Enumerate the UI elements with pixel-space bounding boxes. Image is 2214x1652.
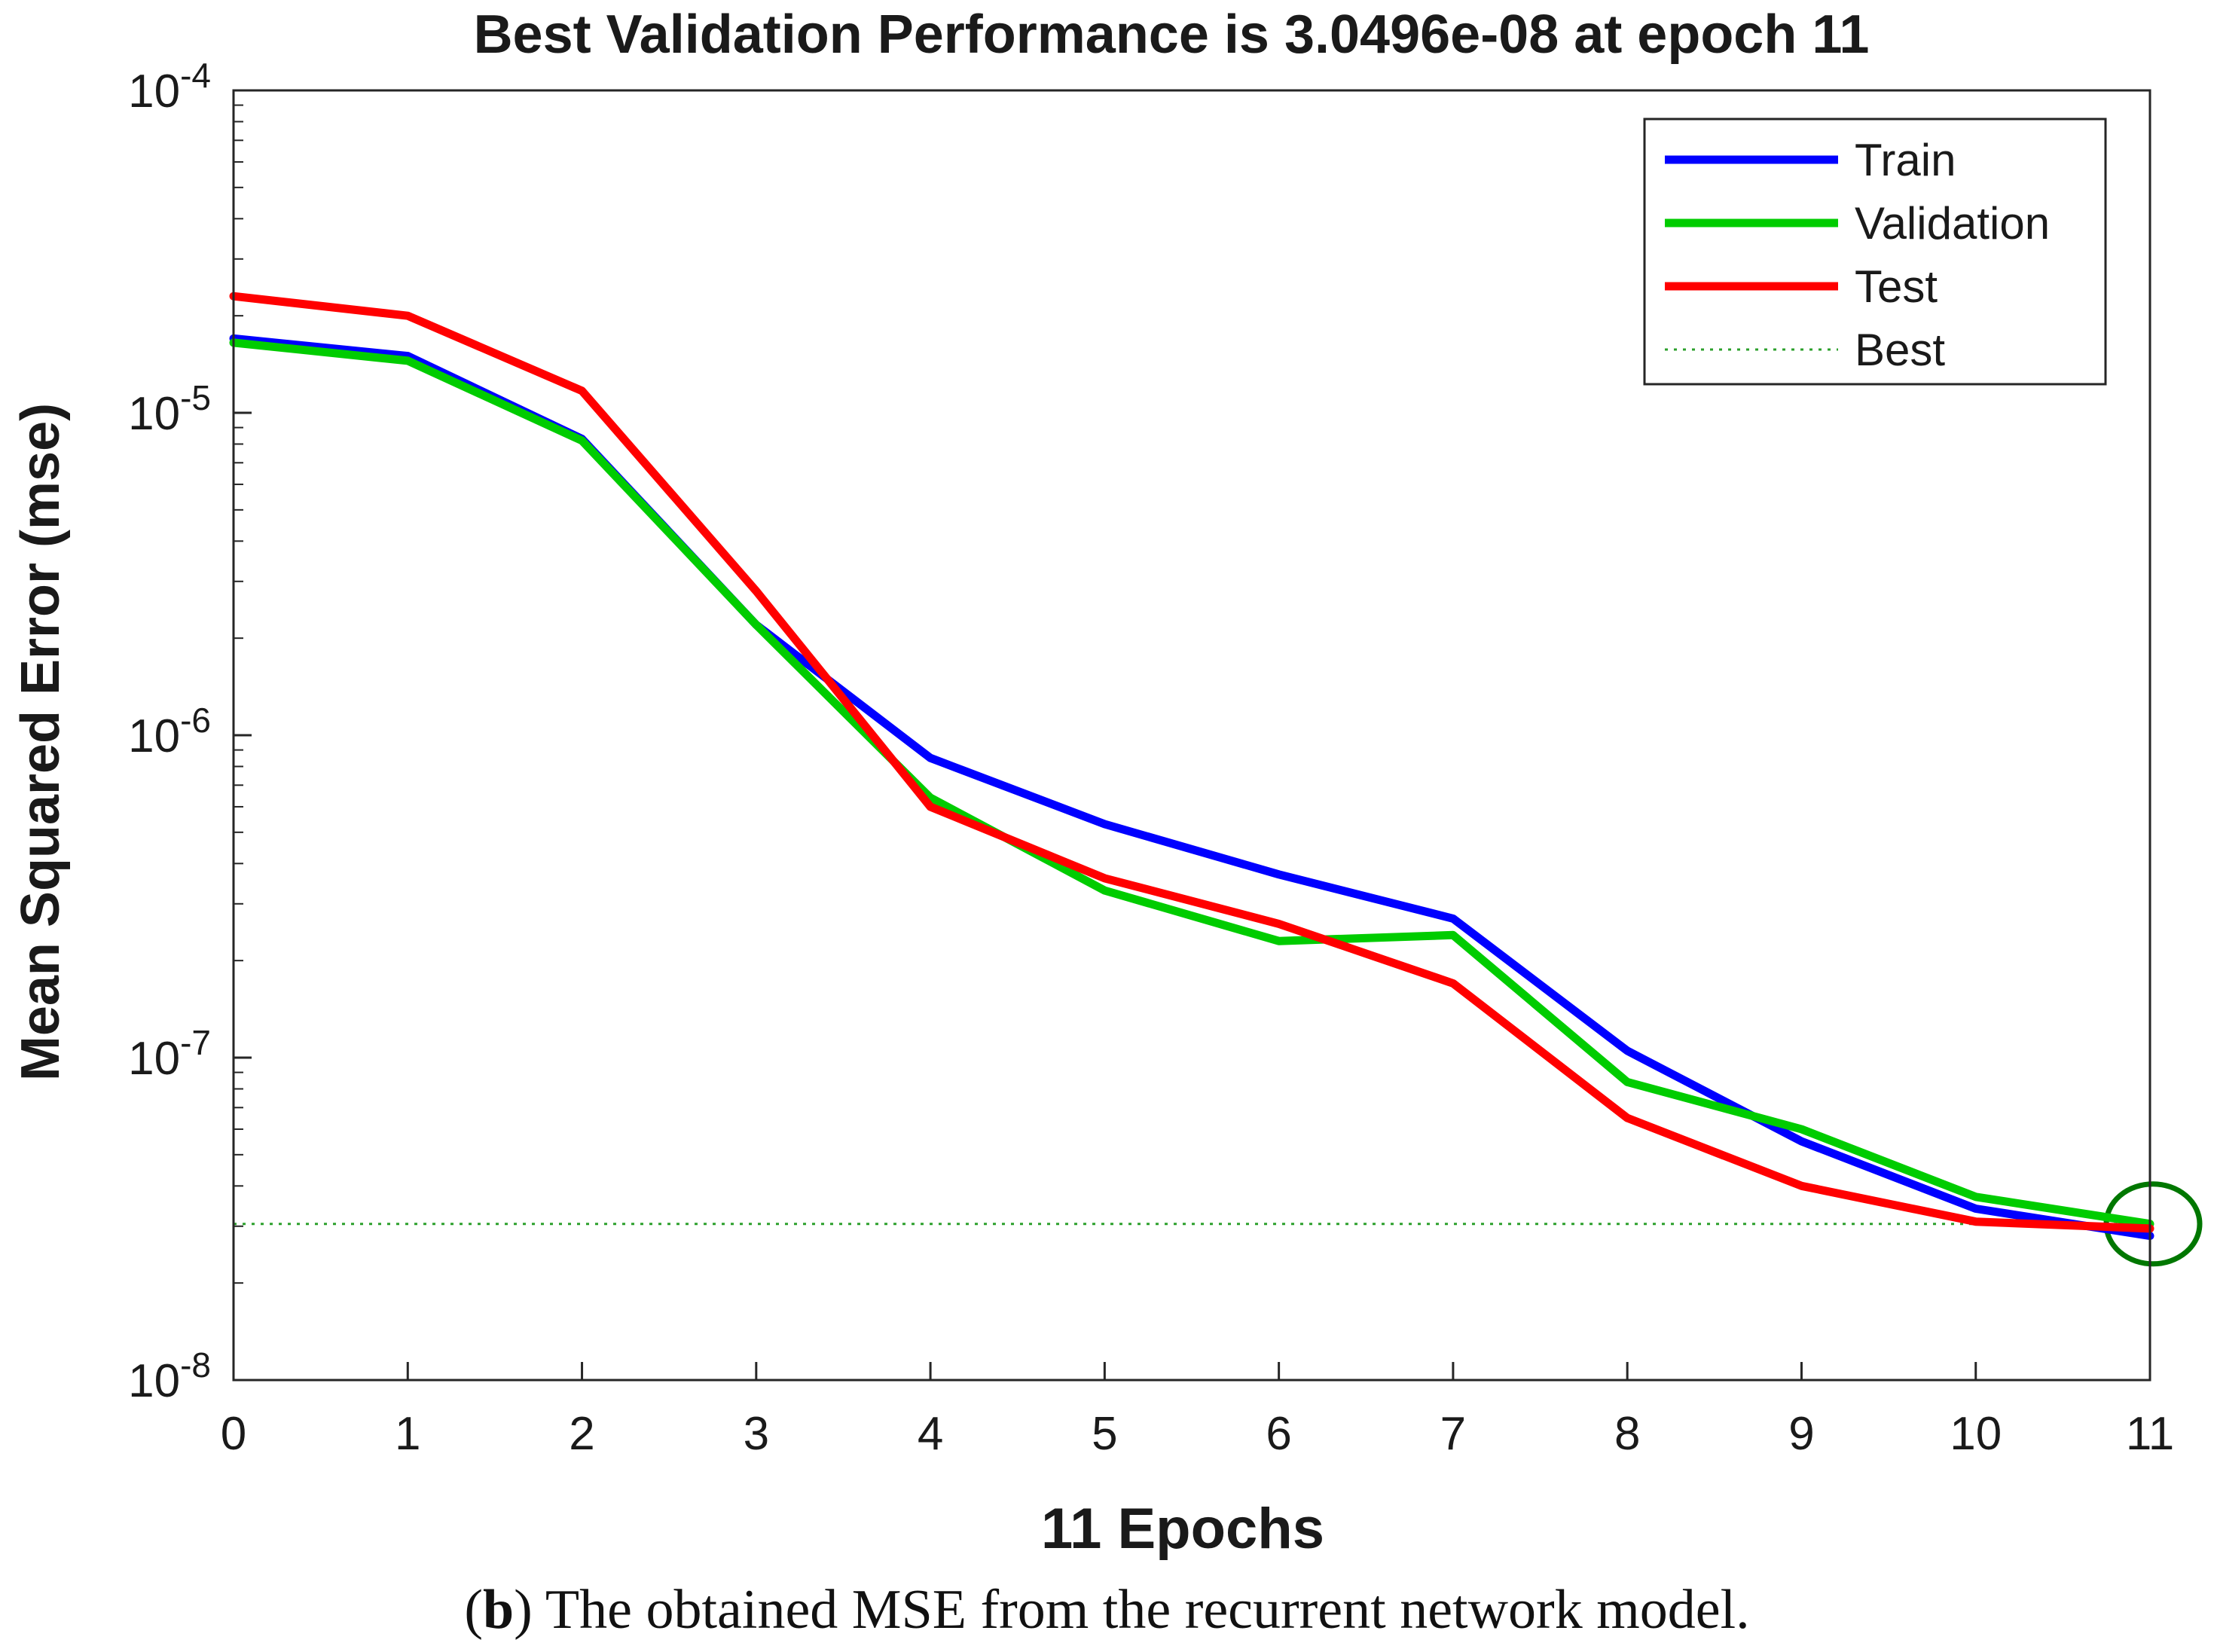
x-tick-label: 10 <box>1950 1408 2002 1460</box>
x-tick-label: 8 <box>1614 1408 1640 1460</box>
y-ticks: 10-410-510-610-710-8 <box>128 56 252 1407</box>
y-tick-exponent: -7 <box>180 1023 211 1062</box>
caption-open: ( <box>464 1579 483 1641</box>
x-tick-label: 6 <box>1266 1408 1291 1460</box>
y-axis-label: Mean Squared Error (mse) <box>11 403 71 1081</box>
chart-title: Best Validation Performance is 3.0496e-0… <box>474 5 1870 65</box>
y-tick-exponent: -5 <box>180 378 211 417</box>
series-line-validation <box>229 338 2154 1229</box>
x-tick-label: 11 <box>2126 1408 2174 1460</box>
y-tick-label: 10-5 <box>128 378 211 440</box>
caption-letter: b <box>482 1579 515 1641</box>
plot-area-border <box>232 89 2151 1382</box>
x-tick-label: 0 <box>221 1408 246 1460</box>
y-tick-exponent: -4 <box>180 56 211 95</box>
x-tick-label: 1 <box>395 1408 420 1460</box>
x-axis-label: 11 Epochs <box>1041 1497 1324 1561</box>
series-line-train <box>229 334 2154 1241</box>
x-tick-label: 5 <box>1092 1408 1117 1460</box>
x-tick-label: 3 <box>744 1408 769 1460</box>
legend-label-train: Train <box>1855 135 1956 185</box>
series-lines <box>229 292 2154 1241</box>
x-ticks: 0 1 2 3 4 5 6 7 8 9 10 11 <box>221 1362 2174 1460</box>
x-tick-label: 9 <box>1788 1408 1814 1460</box>
mse-chart: Best Validation Performance is 3.0496e-0… <box>11 5 2203 1561</box>
series-line-test <box>229 292 2154 1233</box>
legend: Train Validation Test Best <box>1643 118 2107 386</box>
y-tick-base: 10 <box>128 1355 180 1407</box>
y-tick-base: 10 <box>128 1033 180 1085</box>
y-tick-label: 10-7 <box>128 1023 211 1085</box>
y-tick-base: 10 <box>128 66 180 118</box>
y-tick-label: 10-8 <box>128 1345 211 1407</box>
y-tick-label: 10-6 <box>128 701 211 762</box>
x-tick-label: 4 <box>918 1408 943 1460</box>
y-tick-base: 10 <box>128 710 180 762</box>
y-tick-base: 10 <box>128 388 180 440</box>
legend-label-validation: Validation <box>1855 198 2050 249</box>
x-tick-label: 7 <box>1440 1408 1466 1460</box>
figure-caption: (b) The obtained MSE from the recurrent … <box>0 1578 2214 1642</box>
y-tick-label: 10-4 <box>128 56 211 118</box>
x-tick-label: 2 <box>569 1408 594 1460</box>
y-tick-exponent: -6 <box>180 701 211 740</box>
legend-label-test: Test <box>1855 261 1938 312</box>
y-tick-exponent: -8 <box>180 1345 211 1385</box>
legend-label-best: Best <box>1855 325 1945 375</box>
caption-text: ) The obtained MSE from the recurrent ne… <box>514 1579 1750 1641</box>
